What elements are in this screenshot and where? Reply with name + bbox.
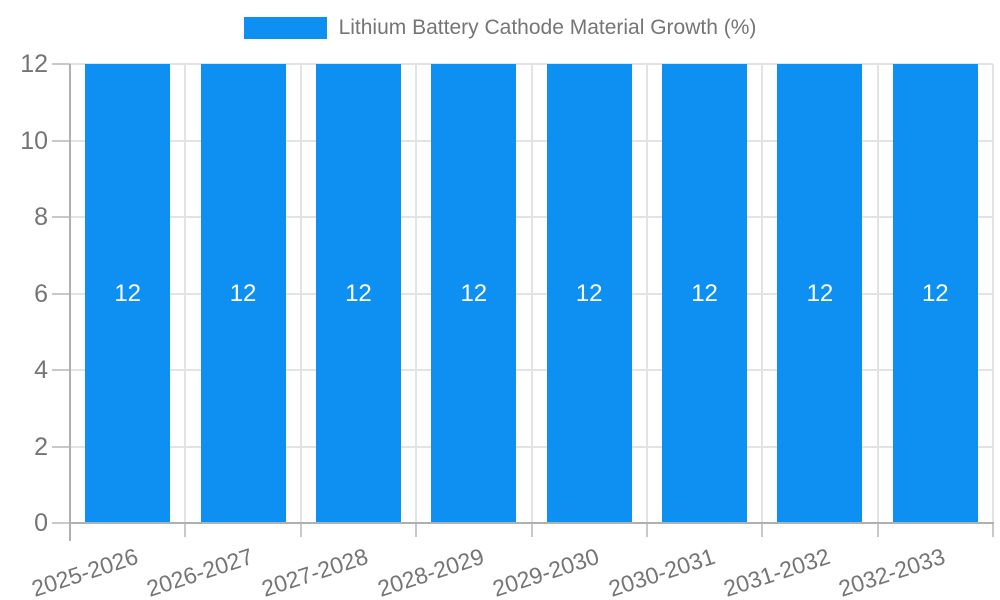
bar-value-label: 12: [460, 279, 488, 307]
y-tick: [52, 522, 70, 524]
x-tick-label: 2026-2027: [143, 543, 257, 600]
bar[interactable]: 12: [315, 64, 401, 523]
x-tick-label: 2030-2031: [604, 543, 718, 600]
bar[interactable]: 12: [200, 64, 286, 523]
v-gridline: [992, 64, 994, 523]
x-tick: [761, 523, 764, 537]
bar[interactable]: 12: [85, 64, 171, 523]
v-gridline: [299, 64, 302, 523]
x-tick-label: 2028-2029: [374, 543, 487, 600]
legend-label: Lithium Battery Cathode Material Growth …: [338, 16, 757, 39]
v-gridline: [645, 64, 648, 523]
y-axis-line: [69, 64, 71, 541]
v-gridline: [761, 64, 764, 523]
x-tick: [415, 523, 418, 537]
y-tick-label: 4: [34, 356, 48, 384]
y-tick-label: 6: [34, 279, 48, 308]
bar-value-label: 12: [921, 279, 949, 307]
bar-value-label: 12: [806, 279, 834, 307]
bar-value-label: 12: [345, 279, 372, 307]
bar-value-label: 12: [691, 279, 718, 307]
bar-value-label: 12: [575, 279, 603, 307]
legend-swatch: [243, 17, 327, 39]
y-tick-label: 12: [20, 50, 48, 78]
y-tick-label: 2: [34, 432, 48, 461]
x-tick: [299, 523, 302, 537]
y-tick: [52, 369, 70, 371]
bar-value-label: 12: [114, 279, 142, 307]
v-gridline: [530, 64, 533, 523]
y-tick: [52, 445, 70, 448]
bar-value-label: 12: [229, 279, 257, 307]
x-tick: [184, 523, 187, 537]
bar[interactable]: 12: [777, 64, 863, 523]
x-tick-label: 2027-2028: [258, 543, 372, 600]
y-tick-label: 8: [34, 203, 48, 231]
x-tick: [530, 523, 533, 537]
y-tick-label: 0: [34, 509, 48, 537]
x-tick: [876, 523, 879, 537]
x-tick-label: 2032-2033: [835, 543, 949, 600]
bar[interactable]: 12: [431, 64, 517, 523]
x-axis-line: [69, 522, 994, 524]
bar[interactable]: 12: [546, 64, 632, 523]
x-tick-label: 2031-2032: [720, 543, 833, 600]
bar[interactable]: 12: [892, 64, 978, 523]
y-tick: [52, 139, 70, 142]
y-tick: [52, 63, 70, 65]
y-tick-label: 10: [20, 126, 48, 155]
x-tick-label: 2025-2026: [28, 543, 141, 600]
v-gridline: [184, 64, 187, 523]
v-gridline: [415, 64, 418, 523]
y-tick: [52, 216, 70, 218]
x-tick: [992, 523, 994, 537]
bar[interactable]: 12: [662, 64, 748, 523]
y-tick: [52, 292, 70, 295]
v-gridline: [876, 64, 879, 523]
chart-legend[interactable]: Lithium Battery Cathode Material Growth …: [0, 0, 1000, 56]
x-tick: [645, 523, 648, 537]
x-tick-label: 2029-2030: [489, 543, 603, 600]
